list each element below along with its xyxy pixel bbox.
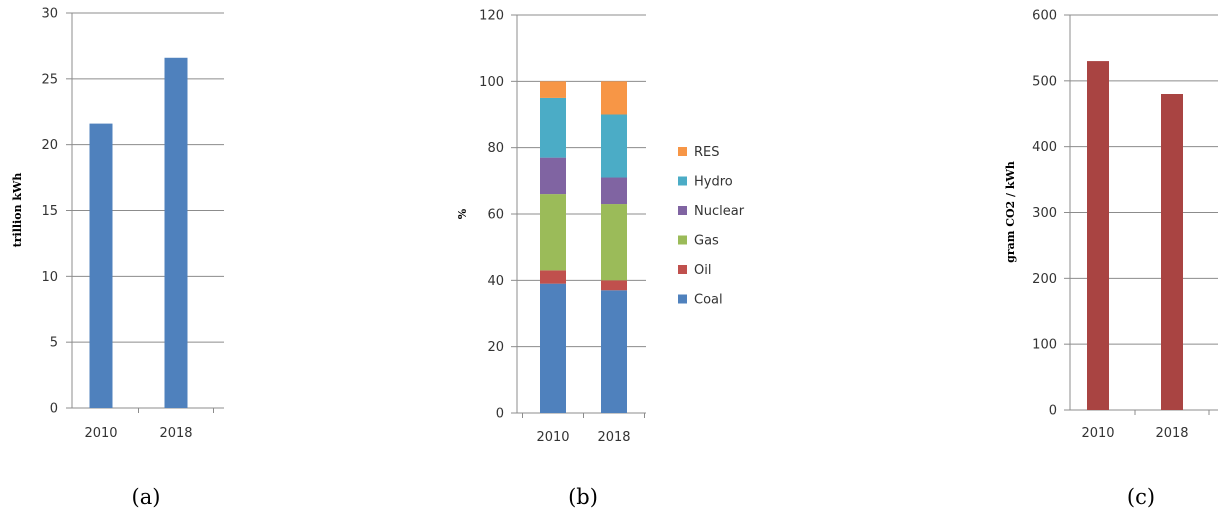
bar-gas-2018 bbox=[601, 204, 627, 280]
x-tick-label: 2010 bbox=[1081, 426, 1114, 441]
y-tick-label: 20 bbox=[487, 340, 504, 355]
x-tick-labels: 2010 2018 bbox=[1081, 426, 1188, 441]
legend-label-gas: Gas bbox=[694, 234, 719, 249]
y-tick-label: 120 bbox=[479, 9, 504, 24]
bar-2010 bbox=[90, 124, 113, 408]
x-tick-labels: 2010 2018 bbox=[84, 426, 192, 441]
y-tick-label: 0 bbox=[50, 402, 58, 417]
y-axis-label: % bbox=[456, 208, 469, 219]
legend-swatch-oil bbox=[678, 265, 687, 274]
x-tick-label: 2018 bbox=[1155, 426, 1188, 441]
chart-panel-c: 0 100 200 300 400 500 600 2010 2018 gram CO2 / … bbox=[1004, 9, 1218, 510]
bar-gas-2010 bbox=[540, 194, 566, 270]
y-axis-label: gram CO2 / kWh bbox=[1004, 161, 1017, 263]
bar-2010 bbox=[1087, 61, 1109, 410]
y-tick-labels: 0 100 200 300 400 500 600 bbox=[1032, 9, 1057, 419]
legend: RES Hydro Nuclear Gas Oil Coal bbox=[678, 145, 745, 308]
bars bbox=[1087, 61, 1183, 410]
y-tick-label: 0 bbox=[496, 407, 504, 422]
legend-swatch-hydro bbox=[678, 177, 687, 186]
panel-caption: (a) bbox=[132, 485, 161, 509]
y-tick-label: 5 bbox=[50, 336, 58, 351]
y-tick-label: 100 bbox=[1032, 338, 1057, 353]
y-tick-label: 15 bbox=[41, 204, 58, 219]
bar-res-2010 bbox=[540, 81, 566, 98]
chart-panel-b: 0 20 40 60 80 100 120 2010 2018 RES Hydro Nuclear… bbox=[456, 9, 745, 510]
bar-hydro-2010 bbox=[540, 98, 566, 158]
bar-oil-2018 bbox=[601, 280, 627, 290]
bar-hydro-2018 bbox=[601, 115, 627, 178]
panel-caption: (b) bbox=[568, 485, 598, 509]
y-tick-label: 400 bbox=[1032, 140, 1057, 155]
legend-label-nuclear: Nuclear bbox=[694, 204, 745, 219]
bar-coal-2018 bbox=[601, 290, 627, 413]
y-tick-label: 40 bbox=[487, 274, 504, 289]
x-tick-label: 2010 bbox=[536, 430, 569, 445]
bar-2018 bbox=[165, 58, 188, 408]
y-tick-label: 600 bbox=[1032, 9, 1057, 24]
legend-label-res: RES bbox=[694, 145, 720, 160]
panel-caption: (c) bbox=[1127, 485, 1155, 509]
bars bbox=[90, 58, 188, 408]
y-tick-label: 300 bbox=[1032, 206, 1057, 221]
y-tick-label: 30 bbox=[41, 7, 58, 22]
y-tick-label: 500 bbox=[1032, 74, 1057, 89]
x-tick-label: 2018 bbox=[159, 426, 192, 441]
bar-res-2018 bbox=[601, 81, 627, 114]
legend-label-oil: Oil bbox=[694, 263, 711, 278]
y-tick-label: 10 bbox=[41, 270, 58, 285]
bar-2018 bbox=[1161, 94, 1183, 410]
x-tick-label: 2018 bbox=[597, 430, 630, 445]
bar-nuclear-2010 bbox=[540, 158, 566, 194]
legend-label-hydro: Hydro bbox=[694, 175, 733, 190]
bars bbox=[540, 81, 627, 413]
bar-coal-2010 bbox=[540, 284, 566, 413]
y-tick-label: 25 bbox=[41, 72, 58, 87]
legend-swatch-coal bbox=[678, 295, 687, 304]
y-tick-labels: 0 20 40 60 80 100 120 bbox=[479, 9, 504, 422]
legend-swatch-res bbox=[678, 147, 687, 156]
y-tick-label: 80 bbox=[487, 141, 504, 156]
x-tick-labels: 2010 2018 bbox=[536, 430, 630, 445]
y-tick-label: 20 bbox=[41, 138, 58, 153]
y-tick-labels: 0 5 10 15 20 25 30 bbox=[41, 7, 58, 417]
bar-nuclear-2018 bbox=[601, 178, 627, 205]
y-tick-label: 200 bbox=[1032, 272, 1057, 287]
chart-panel-a: 0 5 10 15 20 25 30 2010 2018 trillion kWh (a) bbox=[11, 7, 224, 510]
y-tick-label: 100 bbox=[479, 75, 504, 90]
y-axis-label: trillion kWh bbox=[11, 173, 24, 248]
legend-swatch-nuclear bbox=[678, 206, 687, 215]
y-tick-label: 0 bbox=[1049, 404, 1057, 419]
legend-swatch-gas bbox=[678, 236, 687, 245]
legend-label-coal: Coal bbox=[694, 293, 723, 308]
x-tick-label: 2010 bbox=[84, 426, 117, 441]
bar-oil-2010 bbox=[540, 270, 566, 283]
y-tick-label: 60 bbox=[487, 208, 504, 223]
